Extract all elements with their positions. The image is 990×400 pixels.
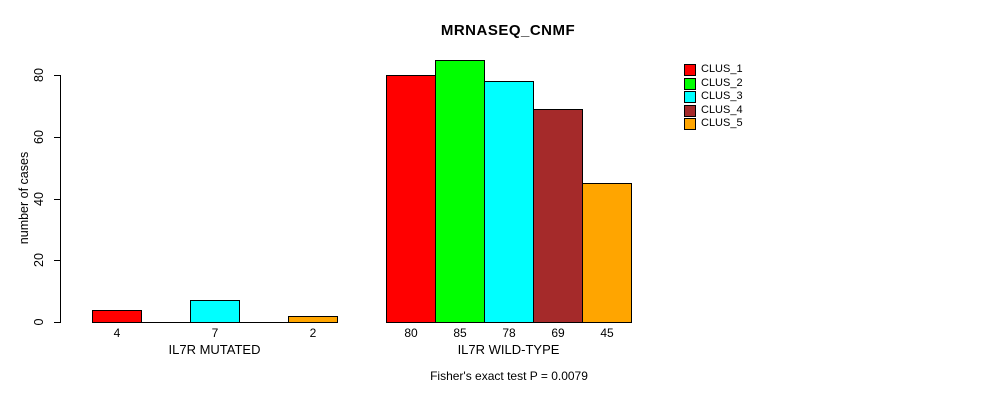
bar-value-label: 69 [551,326,565,340]
bar-clus-4-il7r-wild-type [533,109,583,323]
y-axis-tick [54,260,60,261]
legend-label-clus-2: CLUS_2 [701,77,743,89]
legend-item-clus-1: CLUS_1 [684,63,743,76]
bar-clus-3-il7r-mutated [190,300,240,323]
category-label-il7r-wild-type: IL7R WILD-TYPE [457,342,560,357]
legend-label-clus-1: CLUS_1 [701,63,743,75]
bar-value-label: 85 [453,326,467,340]
y-axis-line [60,75,61,323]
bar-value-label: 4 [113,326,121,340]
bar-value-label: 2 [309,326,317,340]
bar-clus-4-il7r-mutated [239,322,289,323]
bar-clus-5-il7r-wild-type [582,183,632,323]
category-label-il7r-mutated: IL7R MUTATED [168,342,261,357]
legend-swatch-clus-3 [684,90,696,103]
legend-swatch-clus-5 [684,117,696,130]
bar-value-label: 45 [600,326,614,340]
legend-swatch-clus-1 [684,63,696,76]
y-axis-tick-label: 0 [32,318,46,326]
legend-label-clus-5: CLUS_5 [701,117,743,129]
legend-item-clus-4: CLUS_4 [684,104,743,117]
y-axis-tick [54,199,60,200]
bar-clus-2-il7r-wild-type [435,60,485,323]
bar-clus-1-il7r-mutated [92,310,142,323]
bar-clus-1-il7r-wild-type [386,75,436,323]
legend-item-clus-5: CLUS_5 [684,117,743,130]
y-axis-tick-label: 80 [32,68,46,82]
annotation-text: Fisher's exact test P = 0.0079 [430,369,588,383]
y-axis-tick [54,137,60,138]
chart-title: MRNASEQ_CNMF [440,22,576,39]
bar-value-label: 80 [404,326,418,340]
legend-label-clus-4: CLUS_4 [701,104,743,116]
y-axis-tick-label: 60 [32,130,46,144]
y-axis-tick [54,322,60,323]
bar-value-label: 7 [211,326,219,340]
legend-item-clus-2: CLUS_2 [684,77,743,90]
y-axis-tick-label: 20 [32,253,46,267]
legend-item-clus-3: CLUS_3 [684,90,743,103]
y-axis-tick-label: 40 [32,192,46,206]
bar-clus-3-il7r-wild-type [484,81,534,323]
y-axis-tick [54,75,60,76]
bar-clus-5-il7r-mutated [288,316,338,323]
legend-label-clus-3: CLUS_3 [701,90,743,102]
bar-clus-2-il7r-mutated [141,322,191,323]
bar-value-label: 78 [502,326,516,340]
legend-swatch-clus-2 [684,77,696,90]
legend-swatch-clus-4 [684,104,696,117]
